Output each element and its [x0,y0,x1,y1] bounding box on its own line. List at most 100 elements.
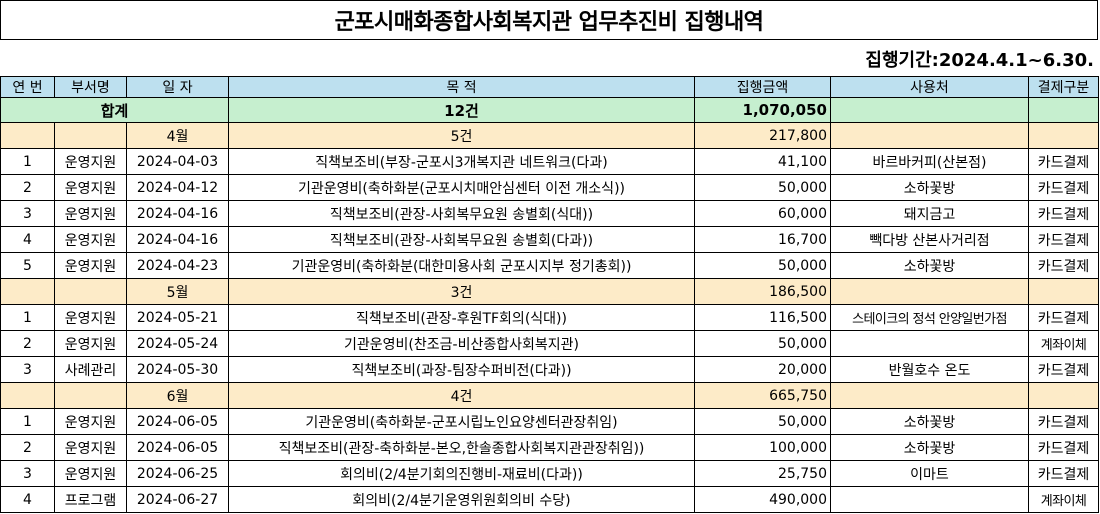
row-no: 1 [0,304,55,331]
row-payment: 카드결제 [1028,200,1099,227]
row-amount: 16,700 [694,226,831,253]
row-dept: 운영지원 [54,148,127,175]
execution-period: 집행기간:2024.4.1~6.30. [865,50,1094,71]
total-row: 합계 12건 1,070,050 [0,97,1099,123]
row-dept: 사례관리 [54,356,127,383]
row-date: 2024-04-03 [126,148,229,175]
row-dept: 프로그램 [54,486,127,513]
row-payment: 카드결제 [1028,460,1099,487]
table-row: 2 운영지원 2024-04-12 기관운영비(축하화분(군포시치매안심센터 이전 개… [0,174,1099,201]
table-row: 3 사례관리 2024-05-30 직책보조비(과장-팀장수퍼비전(다과)) 20,00… [0,356,1099,383]
total-empty-payment [1028,97,1099,123]
row-vendor: 반월호수 온도 [830,356,1029,383]
month-count: 3건 [228,278,695,305]
row-dept: 운영지원 [54,408,127,435]
month-empty-vendor [830,122,1029,149]
row-date: 2024-05-30 [126,356,229,383]
row-purpose: 직책보조비(과장-팀장수퍼비전(다과)) [228,356,695,383]
month-empty-payment [1028,278,1099,305]
table-row: 3 운영지원 2024-04-16 직책보조비(관장-사회복무요원 송별회(식대)) 6… [0,200,1099,227]
header-dept: 부서명 [54,76,127,98]
row-purpose: 회의비(2/4분기운영위원회의비 수당) [228,486,695,513]
row-purpose: 직책보조비(관장-축하화분-본오,한솔종합사회복지관관장취임)) [228,434,695,461]
total-label: 합계 [0,97,229,123]
month-label: 6월 [126,382,229,409]
month-subtotal-row: 6월 4건 665,750 [0,382,1099,409]
row-amount: 116,500 [694,304,831,331]
month-label: 4월 [126,122,229,149]
row-amount: 50,000 [694,252,831,279]
row-purpose: 기관운영비(축하화분(군포시치매안심센터 이전 개소식)) [228,174,695,201]
row-payment: 카드결제 [1028,304,1099,331]
row-date: 2024-06-05 [126,434,229,461]
table-row: 4 프로그램 2024-06-27 회의비(2/4분기운영위원회의비 수당) 490,0… [0,486,1099,513]
row-vendor: 스테이크의 정석 안양일번가점 [830,304,1029,331]
row-no: 2 [0,434,55,461]
table-row: 2 운영지원 2024-06-05 직책보조비(관장-축하화분-본오,한솔종합사회복지… [0,434,1099,461]
month-count: 5건 [228,122,695,149]
table-row: 1 운영지원 2024-05-21 직책보조비(관장-후원TF회의(식대)) 116,5… [0,304,1099,331]
row-payment: 카드결제 [1028,434,1099,461]
row-vendor: 소하꽃방 [830,252,1029,279]
row-no: 3 [0,356,55,383]
row-no: 2 [0,174,55,201]
row-vendor: 소하꽃방 [830,174,1029,201]
total-count: 12건 [228,97,695,123]
row-date: 2024-06-27 [126,486,229,513]
month-label: 5월 [126,278,229,305]
row-dept: 운영지원 [54,252,127,279]
row-date: 2024-04-16 [126,226,229,253]
row-dept: 운영지원 [54,330,127,357]
report-title: 군포시매화종합사회복지관 업무추진비 집행내역 [0,0,1098,40]
row-payment: 카드결제 [1028,356,1099,383]
month-subtotal-row: 4월 5건 217,800 [0,122,1099,149]
header-date: 일 자 [126,76,229,98]
row-vendor: 이마트 [830,460,1029,487]
row-dept: 운영지원 [54,304,127,331]
month-empty-vendor [830,382,1029,409]
table-row: 2 운영지원 2024-05-24 기관운영비(찬조금-비산종합사회복지관) 50,00… [0,330,1099,357]
row-payment: 카드결제 [1028,148,1099,175]
row-date: 2024-05-21 [126,304,229,331]
row-date: 2024-06-05 [126,408,229,435]
header-payment: 결제구분 [1028,76,1099,98]
row-amount: 50,000 [694,330,831,357]
table-row: 1 운영지원 2024-06-05 기관운영비(축하화분-군포시립노인요양센터관장취임… [0,408,1099,435]
row-vendor: 빽다방 산본사거리점 [830,226,1029,253]
row-purpose: 직책보조비(관장-사회복무요원 송별회(다과)) [228,226,695,253]
row-amount: 41,100 [694,148,831,175]
row-no: 2 [0,330,55,357]
header-no: 연 번 [0,76,55,98]
month-empty-payment [1028,382,1099,409]
row-purpose: 기관운영비(축하화분-군포시립노인요양센터관장취임) [228,408,695,435]
row-purpose: 회의비(2/4분기회의진행비-재료비(다과)) [228,460,695,487]
row-payment: 카드결제 [1028,252,1099,279]
month-amount: 217,800 [694,122,831,149]
month-empty-vendor [830,278,1029,305]
row-vendor: 소하꽃방 [830,434,1029,461]
row-vendor: 돼지금고 [830,200,1029,227]
row-vendor: 바르바커피(산본점) [830,148,1029,175]
header-row: 연 번 부서명 일 자 목 적 집행금액 사용처 결제구분 [0,76,1099,98]
row-payment: 카드결제 [1028,174,1099,201]
row-amount: 100,000 [694,434,831,461]
row-payment: 카드결제 [1028,226,1099,253]
header-purpose: 목 적 [228,76,695,98]
row-vendor [830,486,1029,513]
table-row: 1 운영지원 2024-04-03 직책보조비(부장-군포시3개복지관 네트워크(다과… [0,148,1099,175]
row-vendor: 소하꽃방 [830,408,1029,435]
header-amount: 집행금액 [694,76,831,98]
month-empty-dept [54,278,127,305]
month-subtotal-row: 5월 3건 186,500 [0,278,1099,305]
row-no: 4 [0,226,55,253]
row-no: 1 [0,148,55,175]
row-amount: 50,000 [694,408,831,435]
row-amount: 25,750 [694,460,831,487]
month-empty-dept [54,122,127,149]
month-amount: 665,750 [694,382,831,409]
row-no: 3 [0,460,55,487]
row-purpose: 직책보조비(관장-후원TF회의(식대)) [228,304,695,331]
row-purpose: 직책보조비(관장-사회복무요원 송별회(식대)) [228,200,695,227]
row-date: 2024-04-12 [126,174,229,201]
